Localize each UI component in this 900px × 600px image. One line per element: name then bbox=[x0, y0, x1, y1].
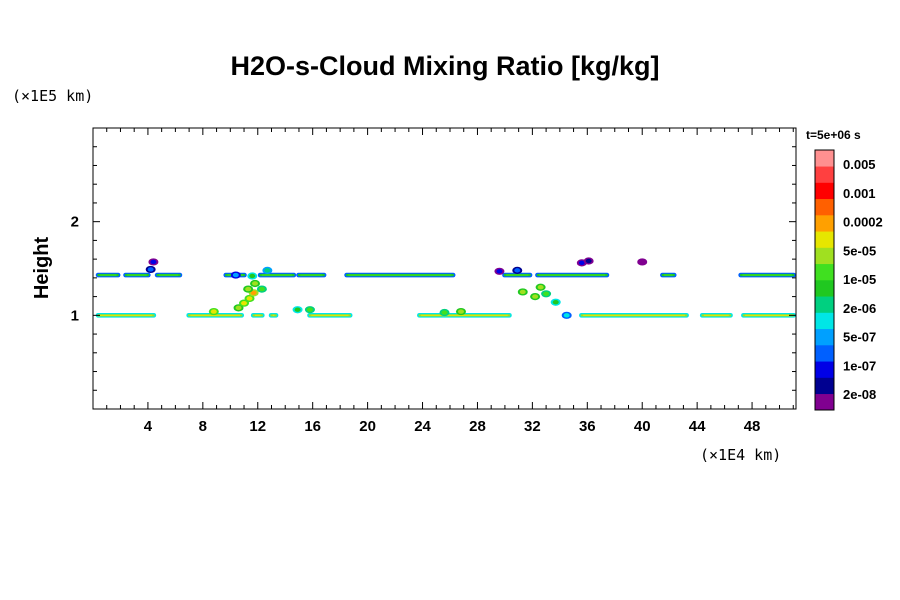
cloud-band-core bbox=[742, 274, 792, 276]
y-tick-label: 1 bbox=[71, 307, 79, 324]
cloud-cell bbox=[537, 285, 544, 290]
cloud-cell bbox=[578, 260, 585, 266]
colorbar-swatch bbox=[815, 328, 834, 346]
cloud-cell bbox=[457, 309, 464, 314]
cloud-cell bbox=[235, 305, 242, 311]
time-label: t=5e+06 s bbox=[806, 128, 861, 142]
cloud-cell bbox=[306, 307, 313, 312]
cloud-cell bbox=[563, 313, 570, 318]
x-tick-label: 28 bbox=[469, 418, 486, 435]
cloud-band-core bbox=[300, 274, 323, 276]
x-tick-label: 12 bbox=[249, 418, 266, 435]
colorbar-label: 5e-05 bbox=[843, 243, 876, 258]
cloud-cell bbox=[150, 259, 157, 265]
cloud-cell bbox=[258, 286, 265, 292]
colorbar-label: 5e-07 bbox=[843, 330, 876, 345]
colorbar-swatch bbox=[815, 345, 834, 362]
cloud-band-core bbox=[254, 314, 261, 316]
cloud-cell bbox=[250, 290, 257, 296]
cloud-cell bbox=[245, 286, 252, 292]
x-tick-label: 32 bbox=[524, 418, 541, 435]
x-tick-label: 48 bbox=[744, 418, 761, 435]
cloud-band-core bbox=[272, 314, 275, 316]
colorbar-frame bbox=[814, 149, 835, 411]
colorbar-swatch bbox=[815, 361, 834, 378]
colorbar-swatch bbox=[815, 296, 834, 313]
cloud-cell bbox=[441, 310, 448, 315]
cloud-band-core bbox=[583, 314, 685, 316]
cloud-cell bbox=[147, 267, 154, 272]
chart-title: H2O-s-Cloud Mixing Ratio [kg/kg] bbox=[231, 51, 660, 81]
plot-frame bbox=[92, 127, 797, 410]
cloud-cell bbox=[639, 259, 646, 265]
colorbar-label: 2e-06 bbox=[843, 301, 876, 316]
cloud-band-core bbox=[421, 314, 508, 316]
cloud-cell bbox=[294, 307, 301, 312]
colorbar-label: 2e-08 bbox=[843, 387, 876, 402]
cloud-cell bbox=[264, 268, 271, 273]
x-tick-label: 40 bbox=[634, 418, 651, 435]
cloud-band-core bbox=[539, 274, 606, 276]
cloud-band-core bbox=[99, 274, 117, 276]
colorbar-swatch bbox=[815, 215, 834, 232]
cloud-band-core bbox=[99, 314, 153, 316]
colorbar-swatch bbox=[815, 280, 834, 297]
colorbar-swatch bbox=[815, 377, 834, 395]
x-tick-label: 24 bbox=[414, 418, 431, 435]
cloud-band-core bbox=[745, 314, 792, 316]
x-tick-label: 20 bbox=[359, 418, 376, 435]
cloud-cell bbox=[532, 294, 539, 299]
colorbar-swatch bbox=[815, 247, 834, 265]
y-tick-label: 2 bbox=[71, 214, 79, 231]
colorbar-swatch bbox=[815, 393, 834, 411]
cloud-band-core bbox=[311, 314, 349, 316]
cloud-cell bbox=[249, 273, 256, 279]
cloud-band-core bbox=[703, 314, 729, 316]
colorbar-swatch bbox=[815, 231, 834, 248]
colorbar-label: 1e-05 bbox=[843, 272, 876, 287]
cloud-cell bbox=[519, 289, 526, 295]
cloud-cell bbox=[552, 300, 559, 305]
cloud-band-core bbox=[664, 274, 673, 276]
colorbar-swatch bbox=[815, 198, 834, 216]
x-tick-label: 4 bbox=[144, 418, 153, 435]
colorbar-label: 0.005 bbox=[843, 157, 876, 172]
colorbar-swatch bbox=[815, 312, 834, 330]
colorbar-swatch bbox=[815, 263, 834, 281]
colorbar-swatch bbox=[815, 150, 834, 167]
cloud-cell bbox=[241, 300, 248, 306]
cloud-band-core bbox=[127, 274, 147, 276]
y-axis-label: Height bbox=[31, 237, 53, 300]
cloud-band-core bbox=[261, 274, 293, 276]
cloud-cell bbox=[252, 281, 259, 286]
cloud-band-core bbox=[190, 314, 241, 316]
cloud-cell bbox=[210, 309, 217, 314]
cloud-cell bbox=[246, 296, 253, 301]
plot-area bbox=[95, 257, 796, 319]
colorbar-label: 0.001 bbox=[843, 186, 876, 201]
x-tick-label: 36 bbox=[579, 418, 596, 435]
cloud-cell bbox=[543, 291, 550, 296]
y-unit-label: (×1E5 km) bbox=[12, 87, 93, 105]
x-unit-label: (×1E4 km) bbox=[700, 446, 781, 464]
x-tick-label: 16 bbox=[304, 418, 321, 435]
colorbar-swatch bbox=[815, 182, 834, 200]
colorbar-label: 0.0002 bbox=[843, 215, 883, 230]
x-tick-label: 8 bbox=[199, 418, 207, 435]
cloud-cell bbox=[232, 272, 239, 278]
cloud-cell bbox=[514, 268, 521, 273]
cloud-band-core bbox=[158, 274, 179, 276]
colorbar-swatch bbox=[815, 166, 834, 183]
cloud-cell bbox=[585, 258, 592, 264]
x-tick-label: 44 bbox=[689, 418, 706, 435]
colorbar: 0.005 0.001 0.0002 5e-05 1e-05 2e-06 5e-07 1e-0… bbox=[814, 149, 883, 411]
colorbar-label: 1e-07 bbox=[843, 358, 876, 373]
cloud-band-core bbox=[506, 274, 529, 276]
cloud-cell bbox=[496, 269, 503, 274]
cloud-band-core bbox=[348, 274, 452, 276]
